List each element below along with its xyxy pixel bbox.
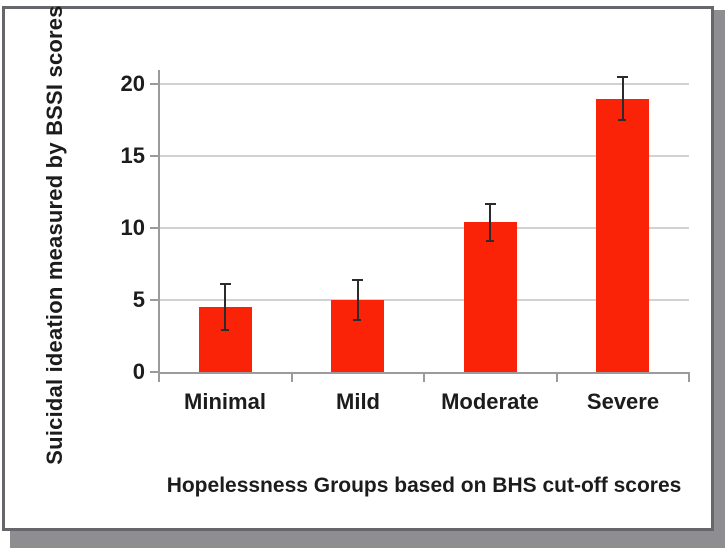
x-axis-title: Hopelessness Groups based on BHS cut-off…: [166, 474, 682, 497]
y-tick-mark-0: [150, 371, 159, 373]
gridline-y15: [159, 155, 689, 157]
y-tick-mark-15: [150, 155, 159, 157]
x-category-label-severe: Severe: [586, 389, 660, 414]
x-category-label-moderate: Moderate: [441, 389, 539, 414]
x-axis-line: [158, 372, 690, 374]
gridline-y10: [159, 227, 689, 229]
gridline-y20: [159, 83, 689, 85]
x-category-label-minimal: Minimal: [184, 389, 266, 414]
error-bar-severe: [622, 77, 624, 120]
y-tick-label-0: 0: [132, 359, 145, 384]
bar-severe: [596, 99, 649, 372]
y-tick-label-5: 5: [132, 287, 145, 312]
y-tick-mark-20: [150, 83, 159, 85]
gridline-y5: [159, 299, 689, 301]
y-axis-line: [158, 70, 160, 382]
error-cap-top-severe: [617, 76, 628, 78]
y-tick-mark-10: [150, 227, 159, 229]
y-tick-label-15: 15: [120, 143, 145, 168]
frame-shadow-bottom: [10, 531, 725, 548]
error-cap-bottom-moderate: [486, 240, 494, 242]
x-tick-mark-4: [688, 374, 690, 382]
chart-frame: [2, 6, 714, 531]
y-tick-label-10: 10: [120, 215, 145, 240]
error-cap-bottom-severe: [618, 119, 626, 121]
x-tick-mark-1: [291, 374, 293, 382]
y-tick-label-20: 20: [120, 71, 145, 96]
frame-shadow-right: [714, 10, 725, 548]
x-tick-mark-3: [556, 374, 558, 382]
error-cap-top-mild: [352, 279, 363, 281]
error-bar-moderate: [489, 204, 491, 241]
error-cap-bottom-mild: [353, 319, 361, 321]
error-cap-bottom-minimal: [221, 329, 229, 331]
x-category-label-mild: Mild: [336, 389, 380, 414]
y-tick-mark-5: [150, 299, 159, 301]
error-bar-mild: [357, 280, 359, 320]
error-cap-top-minimal: [220, 283, 231, 285]
error-bar-minimal: [224, 284, 226, 330]
error-cap-top-moderate: [485, 203, 496, 205]
bar-moderate: [464, 222, 517, 372]
x-tick-mark-2: [423, 374, 425, 382]
y-axis-title: Suicidal ideation measured by BSSI score…: [42, 5, 67, 465]
